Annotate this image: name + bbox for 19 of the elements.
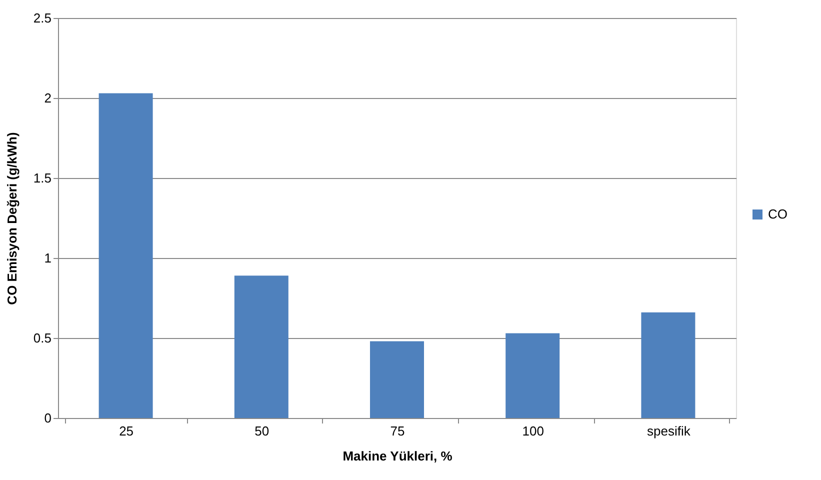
y-tick-label: 0 — [44, 410, 52, 426]
x-tick-label: 50 — [254, 424, 270, 438]
y-tick-label: 1.5 — [33, 170, 52, 186]
y-tick-label: 0.5 — [33, 330, 52, 346]
y-axis-title: CO Emisyon Değeri (g/kWh) — [4, 132, 20, 305]
legend-label: CO — [768, 206, 788, 222]
y-tick-label: 2.5 — [33, 10, 52, 26]
bar — [370, 341, 424, 418]
x-axis-title: Makine Yükleri, % — [342, 448, 453, 464]
x-tick-label: 25 — [119, 424, 134, 438]
x-tick-label: spesifik — [647, 424, 691, 438]
bar — [506, 333, 560, 418]
x-tick-label: 100 — [522, 424, 544, 438]
y-tick-label: 2 — [44, 90, 52, 106]
bar — [234, 276, 288, 418]
bar — [641, 312, 696, 418]
x-tick-label: 75 — [390, 424, 405, 438]
y-tick-label: 1 — [44, 250, 52, 266]
bar — [98, 93, 153, 418]
